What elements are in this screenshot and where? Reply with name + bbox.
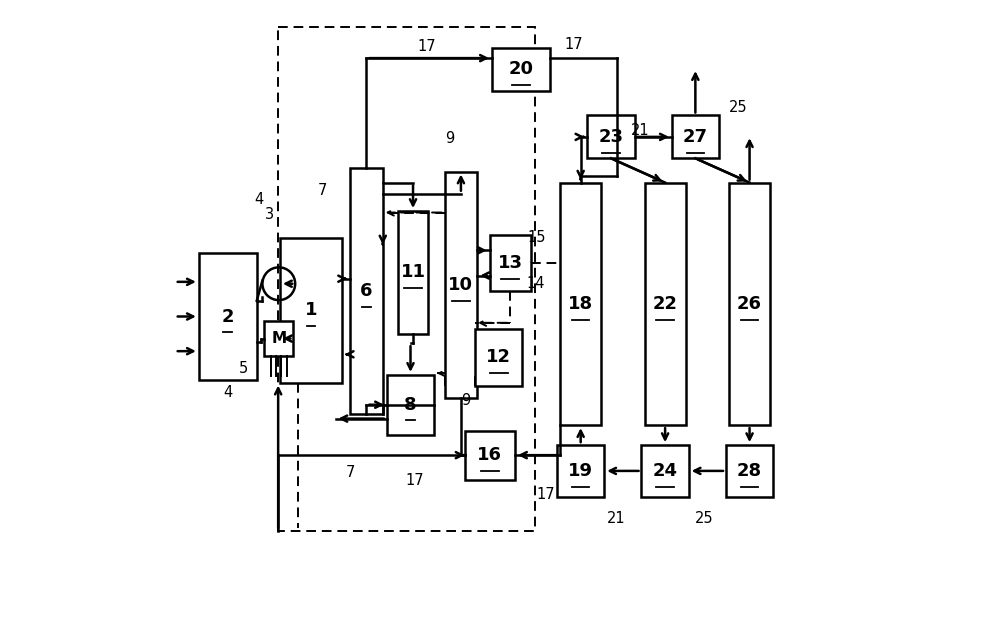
Text: 4: 4 [254,192,263,208]
Text: 24: 24 [653,462,678,480]
Text: 3: 3 [265,207,274,222]
Bar [490,235,531,291]
Text: 26: 26 [737,295,762,313]
Bar [729,182,770,425]
Text: 4: 4 [223,385,232,399]
Text: 21: 21 [631,123,649,138]
Bar [199,253,257,380]
Text: 17: 17 [536,487,555,502]
Text: 9: 9 [445,131,454,146]
Text: 15: 15 [527,230,546,245]
Bar [350,168,383,414]
Text: 10: 10 [448,276,473,294]
Bar [387,375,434,435]
Text: 22: 22 [653,295,678,313]
Text: 23: 23 [598,128,623,146]
Bar [264,321,293,356]
Text: 11: 11 [401,263,426,282]
Text: 25: 25 [729,100,748,115]
Bar [475,329,522,386]
Bar [445,172,477,398]
Bar [645,182,686,425]
Bar [278,27,535,531]
Bar [672,115,719,158]
Bar [641,445,689,497]
Text: 1: 1 [305,301,317,319]
Text: 17: 17 [417,39,436,54]
Text: 27: 27 [683,128,708,146]
Text: 16: 16 [477,446,502,464]
Text: 18: 18 [568,295,593,313]
Bar [280,238,342,383]
Text: 7: 7 [318,183,327,198]
Text: 7: 7 [346,465,355,480]
Bar [465,430,515,480]
Text: 17: 17 [406,473,424,488]
Text: 8: 8 [404,396,417,414]
Bar [492,48,550,91]
Text: 14: 14 [527,276,545,291]
Text: 6: 6 [360,282,373,300]
Text: 21: 21 [607,511,625,525]
Text: 20: 20 [508,61,533,78]
Bar [398,211,428,334]
Bar [560,182,601,425]
Text: M: M [271,331,286,346]
Text: 2: 2 [221,308,234,325]
Text: 5: 5 [239,361,248,376]
Text: 19: 19 [568,462,593,480]
Text: 17: 17 [564,37,583,52]
Text: 28: 28 [737,462,762,480]
Text: 9: 9 [461,393,470,408]
Text: 25: 25 [695,511,714,525]
Bar [587,115,635,158]
Text: 12: 12 [486,348,511,367]
Bar [557,445,604,497]
Bar [726,445,773,497]
Text: 13: 13 [498,254,523,272]
